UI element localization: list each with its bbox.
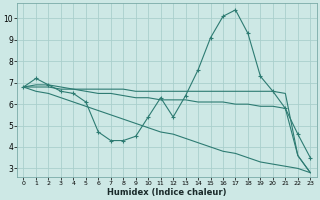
X-axis label: Humidex (Indice chaleur): Humidex (Indice chaleur) <box>107 188 227 197</box>
